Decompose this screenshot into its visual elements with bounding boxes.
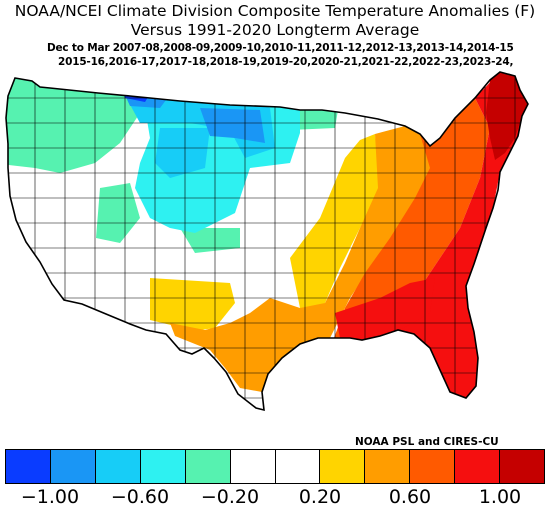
map-subtitle: Versus 1991-2020 Longterm Average	[130, 21, 420, 39]
credit-label: NOAA PSL and CIRES-CU	[355, 436, 499, 448]
color-swatch	[6, 450, 51, 483]
color-scale-bar	[5, 449, 545, 484]
color-swatch	[185, 450, 231, 483]
color-swatch	[410, 450, 456, 483]
color-swatch	[365, 450, 411, 483]
color-scale-tick-label: 1.00	[478, 486, 522, 508]
us-climate-division-map	[0, 68, 550, 430]
color-swatch	[500, 450, 545, 483]
color-scale-tick-label: −0.60	[110, 486, 170, 508]
color-swatch	[50, 450, 96, 483]
color-scale-tick-label: −1.00	[20, 486, 80, 508]
composite-years-line-2: 2015-16,2016-17,2017-18,2018-19,2019-20,…	[58, 56, 514, 68]
color-swatch	[455, 450, 501, 483]
color-swatch	[275, 450, 321, 483]
color-scale-tick-label: 0.20	[298, 486, 342, 508]
composite-years-line-1: Dec to Mar 2007-08,2008-09,2009-10,2010-…	[47, 42, 514, 54]
color-swatch	[95, 450, 141, 483]
color-scale-tick-label: −0.20	[200, 486, 260, 508]
color-swatch	[320, 450, 366, 483]
map-title: NOAA/NCEI Climate Division Composite Tem…	[14, 2, 536, 20]
color-scale-tick-label: 0.60	[388, 486, 432, 508]
color-swatch	[140, 450, 186, 483]
color-swatch	[230, 450, 276, 483]
